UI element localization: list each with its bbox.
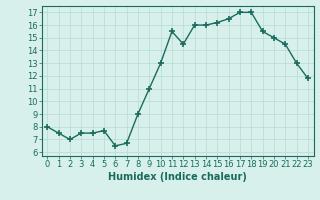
X-axis label: Humidex (Indice chaleur): Humidex (Indice chaleur)	[108, 172, 247, 182]
